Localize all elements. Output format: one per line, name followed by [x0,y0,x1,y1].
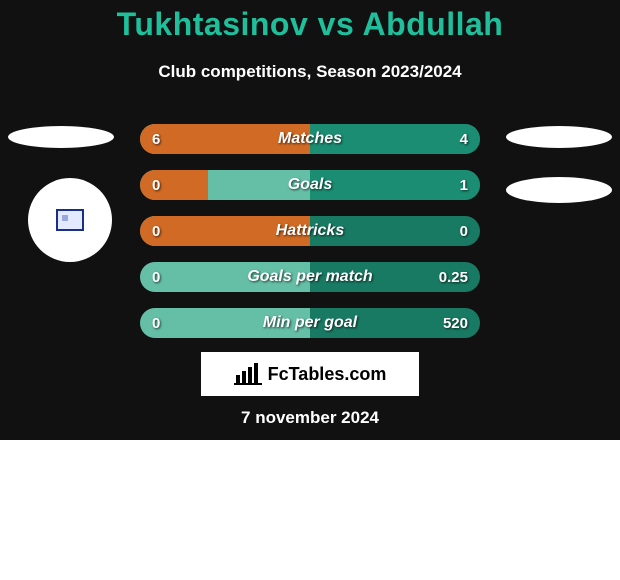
bar-chart-icon [234,363,262,385]
player-right-ellipse-2 [506,177,612,203]
date-label: 7 november 2024 [0,408,620,428]
row-bg-right [310,262,480,292]
row-bg-left [140,262,310,292]
dark-panel: Tukhtasinov vs Abdullah Club competition… [0,0,620,440]
stat-row: Hattricks00 [140,216,480,246]
source-badge: FcTables.com [201,352,419,396]
row-fill-left [140,170,208,200]
player-left-avatar [28,178,112,262]
row-fill-left [140,216,310,246]
stat-row: Goals per match00.25 [140,262,480,292]
row-fill-right [310,124,480,154]
page-title: Tukhtasinov vs Abdullah [0,6,620,43]
row-fill-left [140,124,310,154]
player-right-ellipse [506,126,612,148]
comparison-rows: Matches64 Goals01 Hattricks00 Goals per mat… [140,124,480,354]
row-bg-left [140,308,310,338]
placeholder-image-icon [56,209,84,231]
stage: Tukhtasinov vs Abdullah Club competition… [0,0,620,580]
source-badge-text: FcTables.com [268,364,387,385]
stat-row: Matches64 [140,124,480,154]
page-subtitle: Club competitions, Season 2023/2024 [0,62,620,82]
player-left-ellipse [8,126,114,148]
stat-row: Goals01 [140,170,480,200]
row-fill-right [310,170,480,200]
row-bg-right [310,308,480,338]
row-bg-right [310,216,480,246]
stat-row: Min per goal0520 [140,308,480,338]
